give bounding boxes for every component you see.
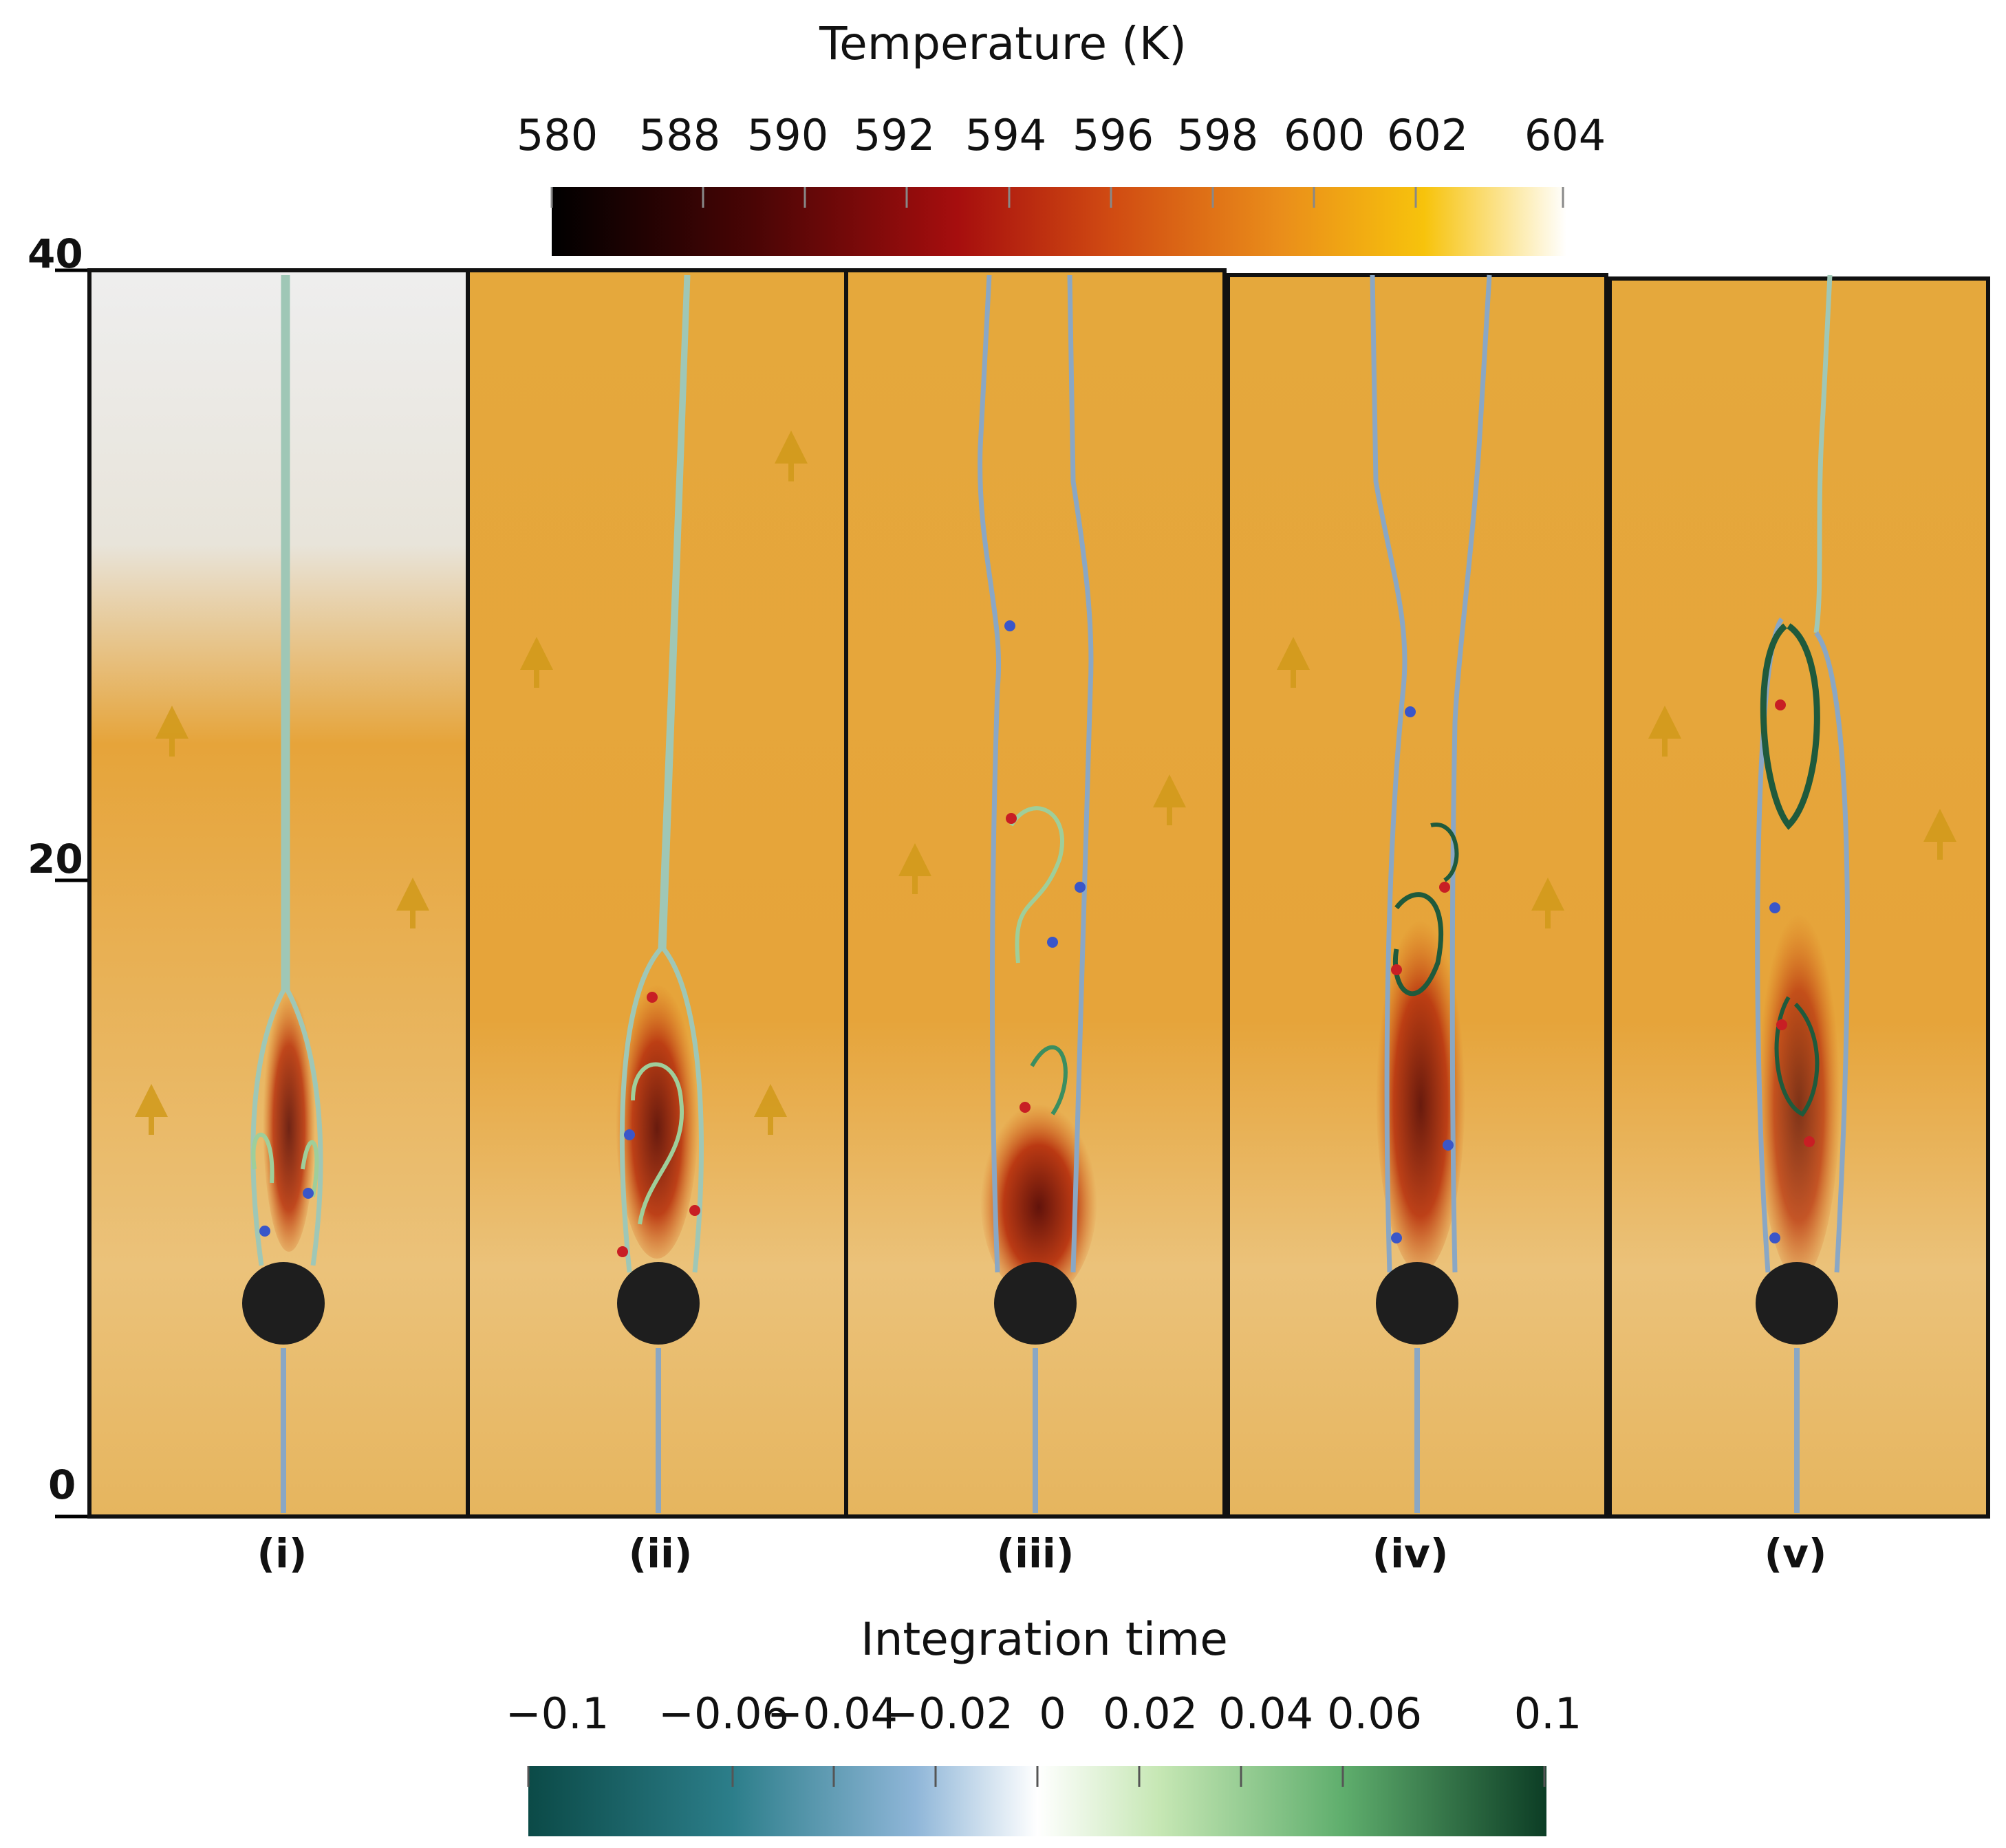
int-tick-label: 0.04 [1218,1688,1314,1739]
temp-tick-label: 600 [1283,110,1366,160]
temp-tick-label: 594 [964,110,1047,160]
integration-colorbar-ticks [527,1766,1546,1787]
temp-tick-label: 598 [1176,110,1259,160]
temp-tick-label: 604 [1524,110,1606,160]
temp-tick-label: 602 [1386,110,1469,160]
panel-iv [1226,273,1608,1519]
int-tick-label: −0.1 [505,1688,610,1739]
temperature-colorbar [552,187,1566,256]
temperature-colorbar-ticks [550,187,1564,208]
temperature-colorbar-title: Temperature (K) [819,17,1187,70]
panel-ii [466,268,848,1519]
temp-tick-label: 596 [1072,110,1154,160]
panel-label-iii: (iii) [996,1530,1075,1577]
int-tick-label: −0.02 [883,1688,1013,1739]
flow-arrows [135,431,1956,1135]
temp-tick-label: 592 [853,110,936,160]
panel-i [87,268,470,1519]
panel-iii [844,268,1227,1519]
y-tick-label: 20 [28,836,83,882]
int-tick-label: 0.06 [1326,1688,1423,1739]
panel-label-iv: (iv) [1372,1530,1449,1577]
panel-label-v: (v) [1764,1530,1827,1577]
int-tick-label: 0 [1039,1688,1066,1739]
temp-tick-label: 588 [638,110,721,160]
int-tick-label: 0.02 [1102,1688,1198,1739]
int-tick-label: 0.1 [1513,1688,1582,1739]
panel-label-ii: (ii) [628,1530,693,1577]
temp-tick-label: 580 [516,110,598,160]
int-tick-label: −0.04 [767,1688,898,1739]
int-tick-label: −0.06 [658,1688,789,1739]
integration-colorbar-title: Integration time [861,1613,1228,1666]
panel-v [1608,274,1990,1519]
temp-tick-label: 590 [746,110,829,160]
panel-label-i: (i) [257,1530,308,1577]
y-tick-label: 0 [48,1461,76,1508]
